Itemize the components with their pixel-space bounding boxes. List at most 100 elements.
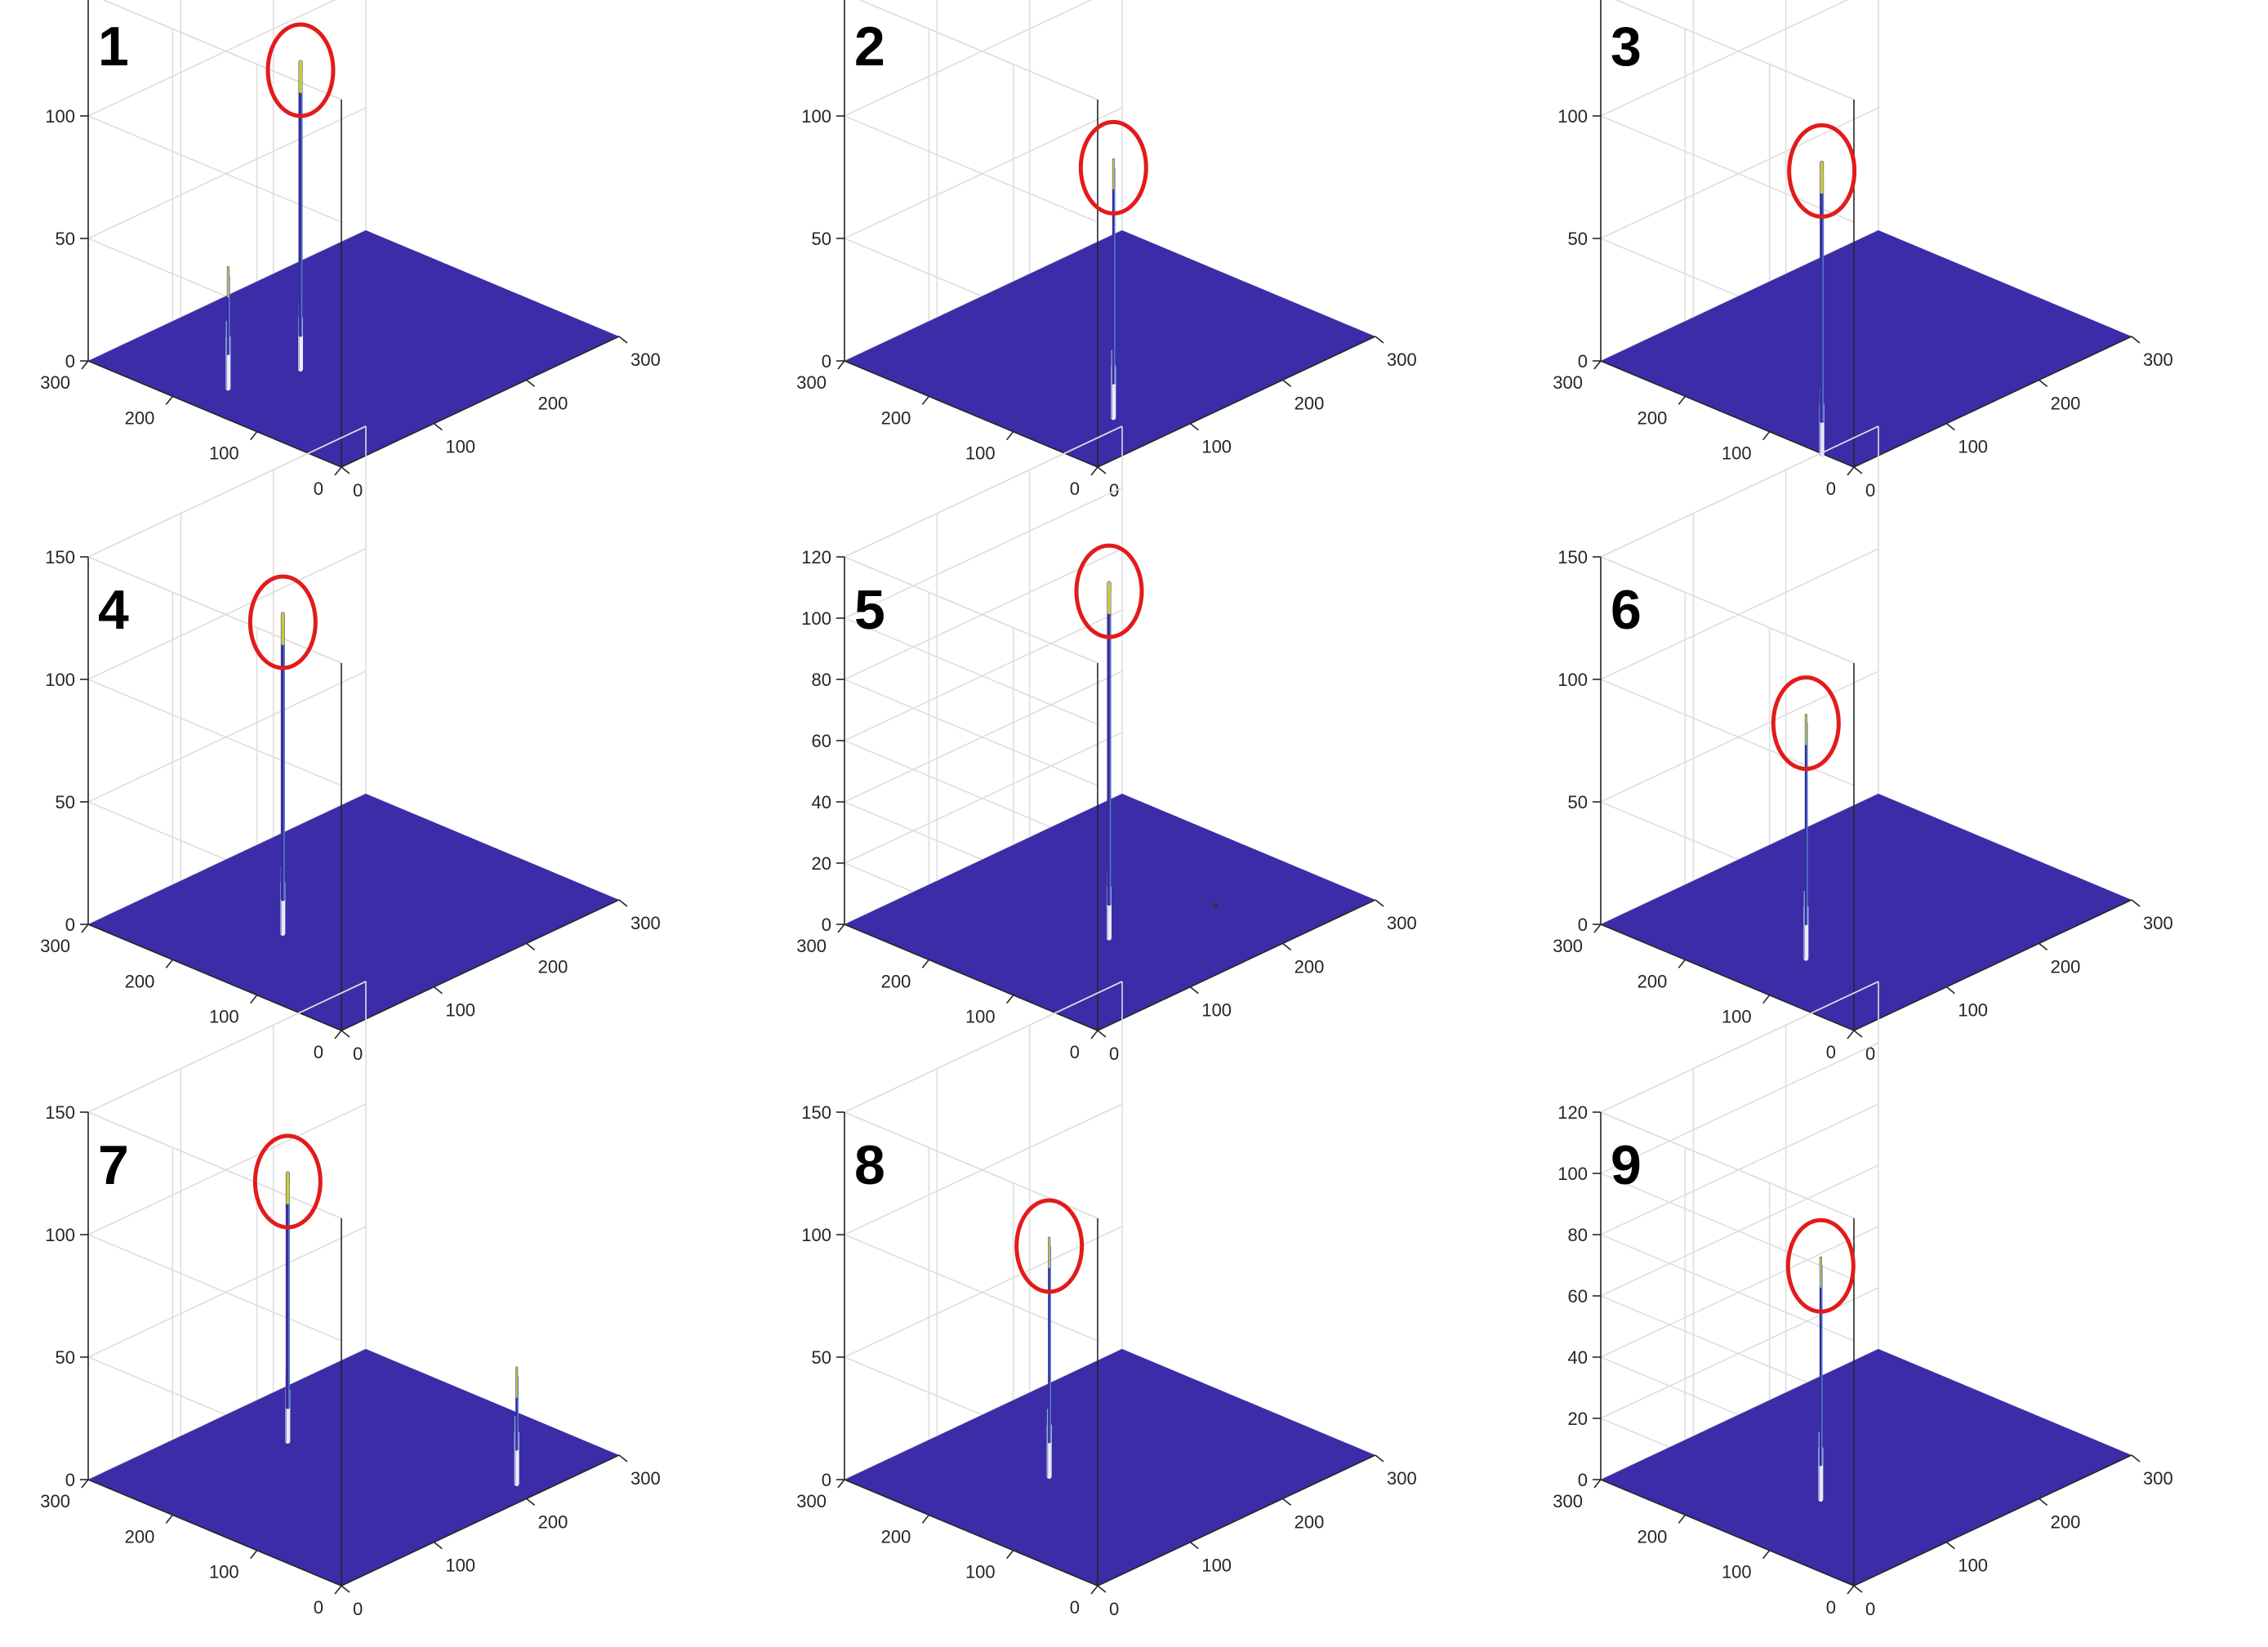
panel-8-z-tick-label: 0 xyxy=(822,1470,831,1490)
panel-2-y-axis xyxy=(844,360,1098,468)
panel-5-y-tick-label: 0 xyxy=(1070,1042,1080,1062)
panel-5-x-tick xyxy=(1189,986,1199,995)
panel-5-x-tick xyxy=(1282,942,1292,950)
panel-9-number-label: 9 xyxy=(1611,1134,1642,1196)
panel-1-y-tick-label: 100 xyxy=(209,443,239,464)
panel-8-x-tick xyxy=(1282,1498,1292,1506)
panel-7-z-tick-label: 50 xyxy=(56,1347,75,1368)
panel-9-z-tick-label: 60 xyxy=(1568,1286,1588,1306)
panel-2-y-tick xyxy=(837,360,845,370)
panel-2-z-tick-label: 150 xyxy=(801,0,831,4)
panel-6-peak-marker-circle xyxy=(1771,675,1841,772)
panel-5-x-tick-label: 300 xyxy=(1387,913,1417,933)
panel-7-number-label: 7 xyxy=(98,1134,129,1196)
panel-7-x-tick-label: 100 xyxy=(445,1556,475,1576)
panel-1-z-tick-label: 150 xyxy=(45,0,75,4)
panel-6-surface-floor xyxy=(1601,794,2132,1030)
panel-3-z-tick-label: 0 xyxy=(1578,351,1588,372)
panel-4-x-tick xyxy=(341,1030,350,1038)
panel-9-y-tick xyxy=(1678,1514,1686,1524)
panel-3-y-axis xyxy=(1600,360,1855,468)
panel-9-z-tick-label: 120 xyxy=(1557,1102,1588,1123)
panel-4-grid xyxy=(87,425,367,1031)
panel-4-peak-1 xyxy=(247,574,318,936)
panel-2-y-tick-label: 300 xyxy=(796,372,827,393)
panel-4-x-tick-label: 100 xyxy=(445,1000,475,1021)
panel-6-y-tick xyxy=(1678,959,1686,968)
panel-4-y-tick xyxy=(250,995,258,1004)
panel-5-z-tick-label: 120 xyxy=(801,547,831,568)
panel-6-x-tick xyxy=(1945,986,1955,995)
panel-9-z-tick-label: 0 xyxy=(1578,1470,1588,1490)
panel-4-z-tick-label: 100 xyxy=(45,670,75,690)
panel-7-z-tick-label: 0 xyxy=(65,1470,75,1490)
panel-8-y-tick xyxy=(921,1514,929,1524)
panel-7-x-tick-label: 0 xyxy=(353,1599,363,1619)
panel-6-x-tick xyxy=(1853,1030,1863,1038)
panel-3-z-tick-label: 150 xyxy=(1557,0,1588,4)
panel-1-x-tick-label: 100 xyxy=(445,437,475,457)
panel-9-x-axis xyxy=(1853,1454,2132,1587)
panel-9-y-tick-label: 0 xyxy=(1826,1597,1836,1618)
panel-8-x-axis xyxy=(1097,1454,1376,1587)
panel-4-x-tick xyxy=(526,942,536,950)
panel-1-y-tick xyxy=(165,395,173,405)
panel-4-y-tick-label: 200 xyxy=(125,971,155,991)
panel-6-peak-1 xyxy=(1771,675,1841,961)
panel-3-y-tick-label: 200 xyxy=(1638,407,1668,428)
panel-7-x-tick xyxy=(526,1498,536,1506)
panel-2-x-tick-label: 100 xyxy=(1201,437,1232,457)
panel-6-y-tick xyxy=(1847,1030,1855,1039)
panel-5-z-tick-label: 60 xyxy=(812,731,831,751)
panel-6-x-axis xyxy=(1853,899,2132,1031)
panel-9-x-tick xyxy=(2131,1454,2141,1462)
panel-9-y-tick-label: 100 xyxy=(1722,1562,1752,1582)
panel-5-x-tick-label: 100 xyxy=(1201,1000,1232,1021)
panel-7-x-tick-label: 300 xyxy=(630,1468,661,1489)
panel-3-y-tick-label: 300 xyxy=(1553,372,1583,393)
panel-9-surface-floor xyxy=(1601,1349,2132,1586)
panel-2-x-axis xyxy=(1097,336,1376,468)
panel-9-z-tick-label: 20 xyxy=(1568,1409,1588,1429)
panel-4-y-tick xyxy=(165,959,173,968)
panel-5-y-tick-label: 300 xyxy=(796,936,827,956)
panel-1-peak-marker-circle xyxy=(265,22,336,118)
panel-1-y-tick xyxy=(81,360,89,370)
panel-4-x-axis xyxy=(341,899,620,1031)
panel-3-peak-1 xyxy=(1787,122,1857,458)
panel-8-y-tick-label: 300 xyxy=(796,1491,827,1511)
panel-1-z-tick-label: 100 xyxy=(45,106,75,127)
panel-5-z-tick-label: 80 xyxy=(812,670,831,690)
panel-4-x-tick-label: 200 xyxy=(538,956,568,977)
surface-plot-panel-1: 050100150010020030001002003001 xyxy=(40,0,661,501)
panel-3-x-tick xyxy=(1853,466,1863,474)
panel-9-y-axis xyxy=(1600,1479,1855,1587)
panel-6-x-tick-label: 0 xyxy=(1865,1044,1875,1064)
panel-1-peak-2 xyxy=(225,265,231,391)
panel-1-surface-floor xyxy=(88,230,619,467)
panel-5-y-tick xyxy=(921,959,929,968)
panel-8-y-tick-label: 100 xyxy=(965,1562,996,1582)
panel-3-y-tick xyxy=(1593,360,1602,370)
panel-7-y-tick-label: 200 xyxy=(125,1526,155,1547)
panel-5-peak-1 xyxy=(1074,543,1144,941)
panel-9-z-tick-label: 100 xyxy=(1557,1164,1588,1184)
panel-2-z-tick-label: 50 xyxy=(812,229,831,249)
panel-1-y-tick-label: 0 xyxy=(314,479,323,499)
panel-7-z-tick-label: 100 xyxy=(45,1225,75,1245)
panel-3-y-tick-label: 100 xyxy=(1722,443,1752,464)
panel-7-peak-marker-circle xyxy=(252,1133,323,1230)
panel-3-x-tick-label: 100 xyxy=(1958,437,1988,457)
panel-5-y-tick xyxy=(1006,995,1014,1004)
panel-3-x-tick xyxy=(2131,336,2141,344)
panel-2-z-tick-label: 0 xyxy=(822,351,831,372)
panel-9-y-tick-label: 300 xyxy=(1553,1491,1583,1511)
panel-2-y-tick xyxy=(1006,431,1014,441)
panel-6-x-tick-label: 100 xyxy=(1958,1000,1988,1021)
